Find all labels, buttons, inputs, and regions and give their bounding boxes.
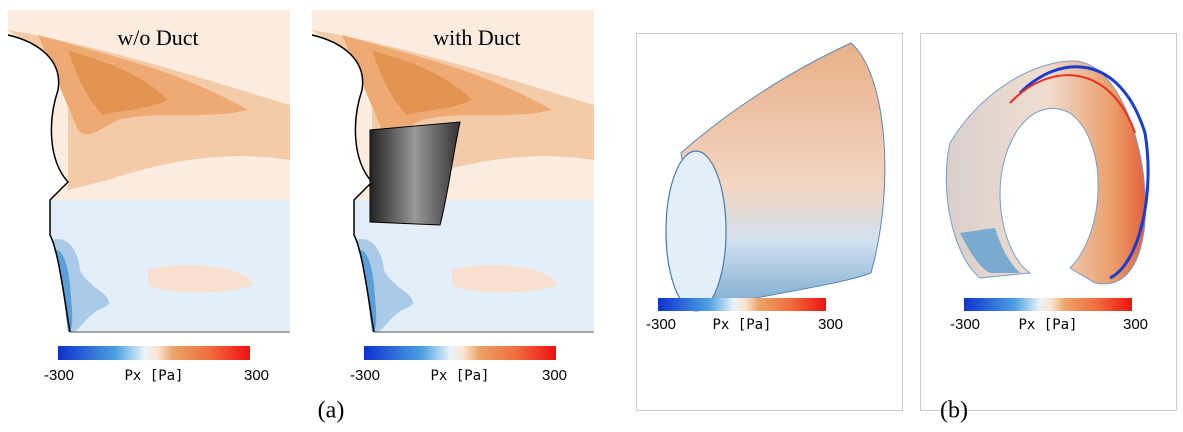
colorbar-min: -300 — [646, 316, 676, 333]
colorbar — [964, 298, 1132, 311]
figure: w/o Duct -300 Px [Pa] 300 with Duct -300… — [0, 0, 1183, 432]
duct-inlet — [666, 151, 726, 311]
panel-3: -300 Px [Pa] 300 — [637, 34, 903, 411]
figure-svg: w/o Duct -300 Px [Pa] 300 with Duct -300… — [0, 0, 1183, 432]
colorbar-max: 300 — [542, 367, 567, 384]
colorbar — [364, 346, 556, 360]
colorbar-label: Px [Pa] — [124, 368, 183, 384]
panel-1: w/o Duct -300 Px [Pa] 300 — [8, 10, 290, 384]
pressure-field — [8, 10, 290, 332]
colorbar — [658, 298, 826, 311]
colorbar-label: Px [Pa] — [1018, 317, 1077, 333]
colorbar-min: -300 — [950, 316, 980, 333]
colorbar-label: Px [Pa] — [712, 317, 771, 333]
pressure-field — [312, 10, 594, 332]
colorbar-min: -300 — [350, 367, 380, 384]
panel-title: with Duct — [433, 25, 520, 50]
colorbar-min: -300 — [44, 367, 74, 384]
panel-title: w/o Duct — [117, 25, 198, 50]
panel-2: with Duct -300 Px [Pa] 300 — [312, 10, 594, 384]
caption: (b) — [940, 398, 968, 424]
panel-4: -300 Px [Pa] 300 — [921, 34, 1177, 411]
colorbar-label: Px [Pa] — [430, 368, 489, 384]
caption: (a) — [318, 398, 345, 424]
colorbar-max: 300 — [818, 316, 843, 333]
colorbar-max: 300 — [1123, 316, 1148, 333]
colorbar — [58, 346, 250, 360]
colorbar-max: 300 — [244, 367, 269, 384]
